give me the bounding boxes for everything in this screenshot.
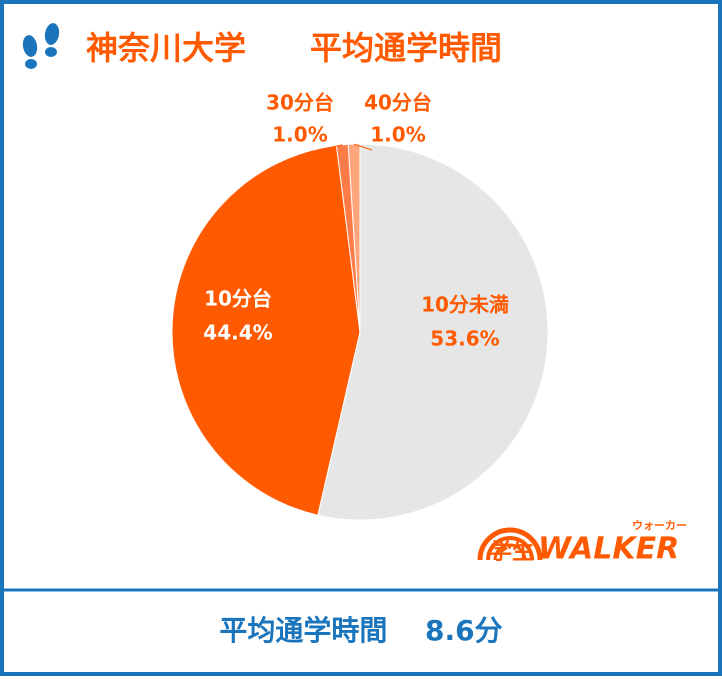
slice-value: 1.0%: [370, 123, 425, 147]
logo-ruby: ウォーカー: [632, 519, 687, 532]
chart-title: 神奈川大学 平均通学時間: [86, 29, 502, 67]
footprint-icon: [22, 23, 60, 69]
slice-value: 1.0%: [272, 123, 327, 147]
slice-category: 10分台: [204, 287, 272, 311]
slice-category: 30分台: [266, 91, 334, 115]
leader-line: [353, 143, 373, 151]
pie-slice: [317, 143, 549, 521]
slice-category: 10分未満: [421, 293, 509, 317]
logo-brand: WALKER: [538, 532, 679, 567]
pie: 10分未満 53.6% 10分台 44.4% 30分台 1.0% 40分台 1.0%: [171, 91, 549, 521]
logo-kanji: 学生: [490, 539, 534, 565]
footer-text: 平均通学時間 8.6分: [219, 614, 502, 647]
pie-slice: [347, 143, 361, 333]
slice-category: 40分台: [364, 91, 432, 115]
slice-value: 53.6%: [430, 327, 499, 351]
leader-line: [317, 144, 343, 151]
logo: 学生 WALKER ウォーカー: [477, 519, 687, 567]
pie-slice: [171, 144, 361, 516]
slice-value: 44.4%: [203, 321, 272, 345]
